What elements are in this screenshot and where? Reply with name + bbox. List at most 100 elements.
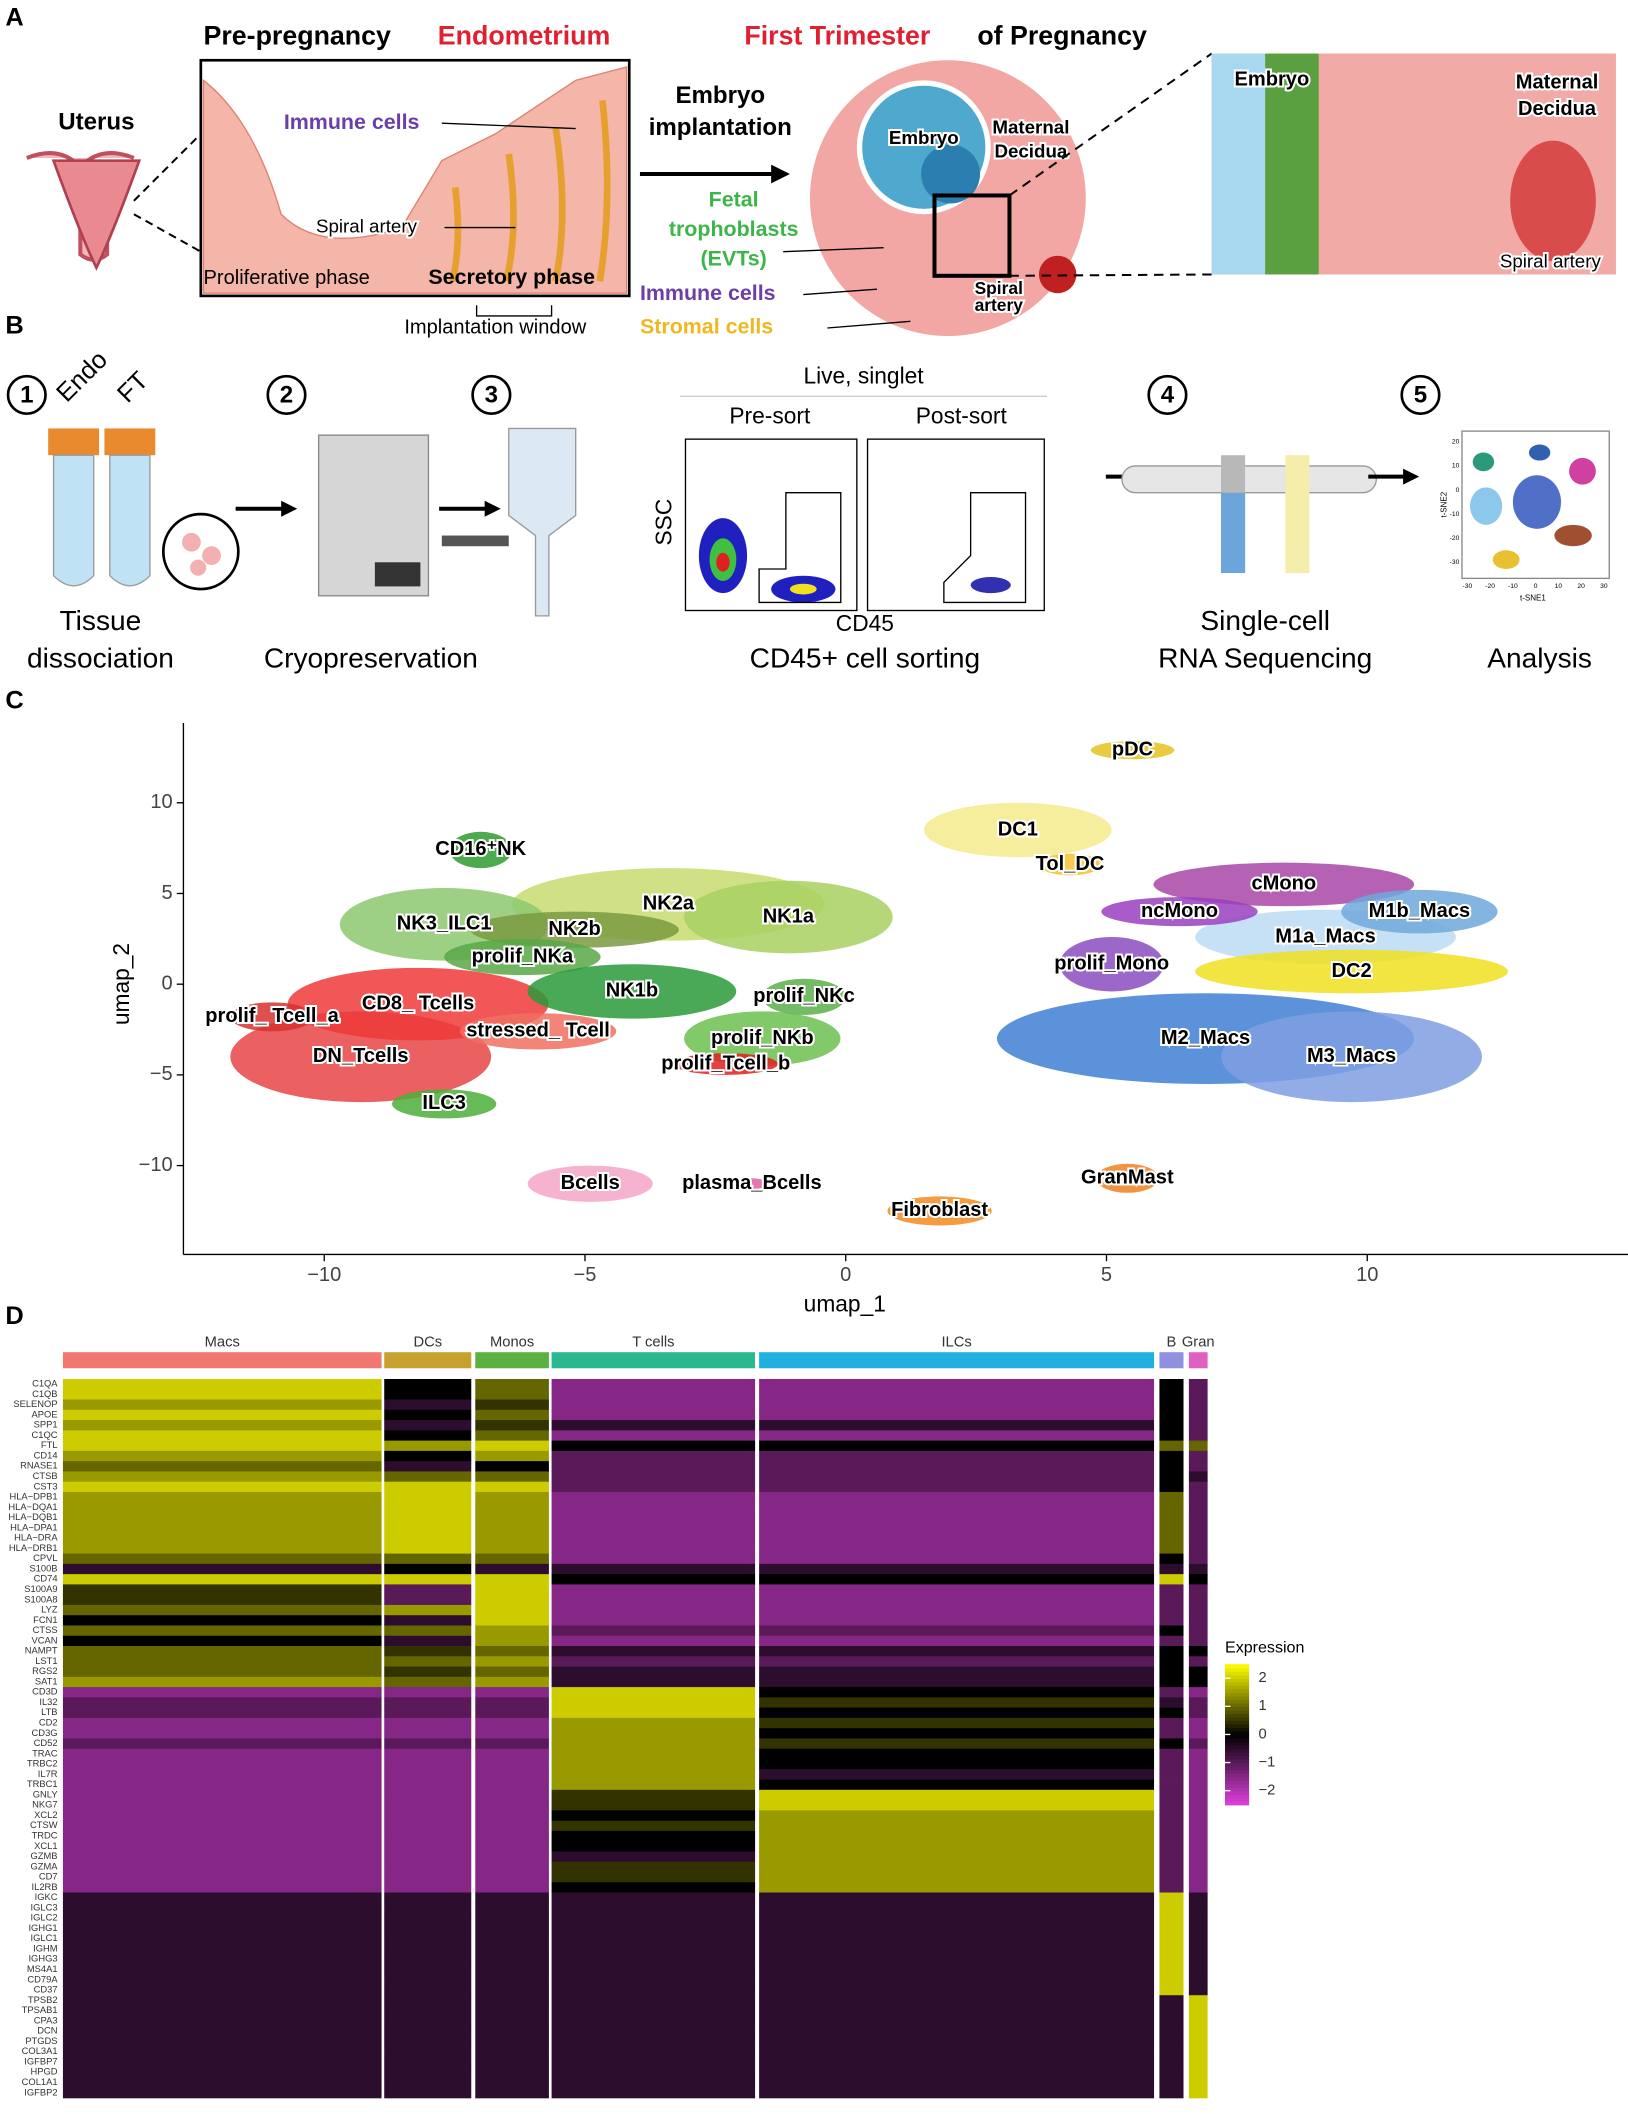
heat-cell bbox=[759, 2046, 1155, 2058]
gene-label: C1QA bbox=[32, 1379, 58, 1389]
heat-cell bbox=[551, 1553, 756, 1565]
heat-cell bbox=[475, 2056, 549, 2068]
gene-label: IGHG1 bbox=[28, 1923, 57, 1933]
colorbar-step bbox=[1225, 1769, 1250, 1774]
heat-cell bbox=[551, 1954, 756, 1965]
heat-cell bbox=[475, 2077, 549, 2089]
gene-label: VCAN bbox=[32, 1635, 58, 1645]
heat-cell bbox=[475, 1625, 549, 1637]
heat-cell bbox=[62, 1738, 382, 1750]
colorbar-step bbox=[1225, 1713, 1250, 1718]
y-tick-label: −10 bbox=[139, 1154, 173, 1176]
heat-cell bbox=[475, 1974, 549, 1986]
heat-cell bbox=[384, 1584, 472, 1596]
heat-cell bbox=[62, 1378, 382, 1390]
heat-cell bbox=[62, 1871, 382, 1883]
gene-label: TRBC1 bbox=[27, 1779, 58, 1789]
heat-cell bbox=[1159, 2077, 1184, 2089]
heat-cell bbox=[1188, 1450, 1208, 1462]
heat-cell bbox=[384, 2015, 472, 2027]
y-tick-label: −5 bbox=[150, 1063, 173, 1085]
heat-cell bbox=[1188, 1830, 1208, 1842]
heat-cell bbox=[759, 2056, 1155, 2068]
colorbar-step bbox=[1225, 1759, 1250, 1764]
heat-cell bbox=[62, 2046, 382, 2058]
heat-cell bbox=[759, 1615, 1155, 1626]
heat-cell bbox=[384, 1779, 472, 1791]
channel bbox=[1221, 492, 1246, 574]
heat-cell bbox=[384, 1430, 472, 1442]
heat-cell bbox=[475, 1758, 549, 1770]
heat-cell bbox=[759, 1871, 1155, 1883]
heat-cell bbox=[384, 1758, 472, 1770]
heat-cell bbox=[551, 1563, 756, 1575]
heat-cell bbox=[1188, 1995, 1208, 2006]
heat-cell bbox=[1159, 1440, 1184, 1452]
heat-cell bbox=[1188, 1974, 1208, 1986]
heat-cell bbox=[62, 1512, 382, 1524]
heat-cell bbox=[1188, 1748, 1208, 1760]
heat-cell bbox=[551, 1378, 756, 1390]
gene-label: FCN1 bbox=[33, 1615, 57, 1625]
heat-cell bbox=[475, 1882, 549, 1893]
heat-cell bbox=[1159, 1902, 1184, 1914]
heat-cell bbox=[475, 1481, 549, 1493]
gene-label: NAMPT bbox=[25, 1646, 58, 1656]
heat-cell bbox=[759, 2026, 1155, 2037]
cluster bbox=[684, 880, 893, 954]
tsne-tick: -20 bbox=[1450, 535, 1460, 542]
heat-cell bbox=[384, 1553, 472, 1565]
heat-cell bbox=[475, 1707, 549, 1719]
zoom-embryo bbox=[1211, 53, 1266, 275]
cluster-label: CD8_ Tcells bbox=[362, 992, 474, 1014]
heat-cell bbox=[1188, 1882, 1208, 1893]
heat-cell bbox=[1188, 1533, 1208, 1544]
gene-label: HLA−DPB1 bbox=[9, 1492, 57, 1502]
heat-cell bbox=[62, 1676, 382, 1688]
heat-cell bbox=[1188, 1933, 1208, 1945]
group-label: Gran bbox=[1182, 1335, 1215, 1351]
gene-label: S100A8 bbox=[24, 1594, 57, 1604]
heat-cell bbox=[551, 1491, 756, 1503]
cluster-label: DC1 bbox=[998, 818, 1038, 840]
heat-cell bbox=[384, 1871, 472, 1883]
heat-cell bbox=[384, 1533, 472, 1544]
panel-label: B bbox=[5, 311, 23, 339]
panel-label: D bbox=[5, 1302, 23, 1330]
cluster bbox=[684, 1011, 841, 1066]
gene-label: IGHG3 bbox=[28, 1954, 57, 1964]
heat-cell bbox=[62, 1974, 382, 1986]
gene-label: TRBC2 bbox=[27, 1759, 58, 1769]
gene-label: CD37 bbox=[34, 1985, 58, 1995]
heat-cell bbox=[551, 1471, 756, 1483]
heat-cell bbox=[384, 1615, 472, 1626]
pointers bbox=[783, 247, 911, 329]
heat-cell bbox=[759, 1913, 1155, 1924]
heat-cell bbox=[551, 1738, 756, 1750]
zoom-decidua-label: Maternal bbox=[1516, 71, 1599, 93]
heat-cell bbox=[384, 1676, 472, 1688]
heat-cell bbox=[1188, 2077, 1208, 2089]
embryo-label: Embryo bbox=[889, 127, 959, 148]
cluster-label: NK2b bbox=[548, 918, 600, 940]
zoom-line bbox=[133, 133, 202, 253]
heat-cell bbox=[1188, 1871, 1208, 1883]
heat-cell bbox=[475, 1943, 549, 1955]
heat-cell bbox=[384, 1461, 472, 1472]
heat-cell bbox=[551, 2077, 756, 2089]
heat-cell bbox=[551, 1522, 756, 1534]
colorbar-label: 1 bbox=[1258, 1698, 1266, 1714]
heat-cell bbox=[759, 1892, 1155, 1904]
cd45-label: CD45 bbox=[836, 610, 894, 636]
heat-cell bbox=[551, 1943, 756, 1955]
heat-cell bbox=[475, 1430, 549, 1442]
gene-label: CD3G bbox=[32, 1728, 58, 1738]
cluster-label: DN_Tcells bbox=[313, 1045, 409, 1067]
heat-cell bbox=[759, 1851, 1155, 1863]
legend-title: Expression bbox=[1225, 1638, 1304, 1656]
tissue-label: dissociation bbox=[27, 642, 174, 673]
heat-cell bbox=[1159, 1512, 1184, 1524]
heat-cell bbox=[1188, 1656, 1208, 1667]
heat-cell bbox=[1159, 1594, 1184, 1606]
scrna-label: Single-cell bbox=[1200, 605, 1330, 636]
